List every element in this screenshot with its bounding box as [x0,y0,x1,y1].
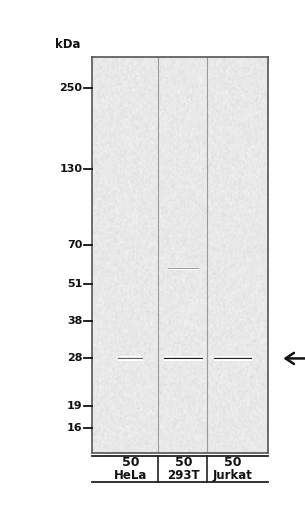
Text: Jurkat: Jurkat [213,469,253,482]
Text: 19: 19 [67,401,82,412]
Text: 50: 50 [175,456,192,468]
Text: 293T: 293T [167,469,200,482]
Text: 28: 28 [67,353,82,364]
Text: 16: 16 [67,423,82,432]
Text: 38: 38 [67,316,82,326]
Text: kDa: kDa [55,38,81,51]
Text: 50: 50 [224,456,242,468]
Text: 250: 250 [59,83,82,93]
Text: HeLa: HeLa [114,469,147,482]
Text: 50: 50 [122,456,139,468]
Text: 130: 130 [59,164,82,173]
Text: 70: 70 [67,240,82,250]
Text: 51: 51 [67,279,82,289]
